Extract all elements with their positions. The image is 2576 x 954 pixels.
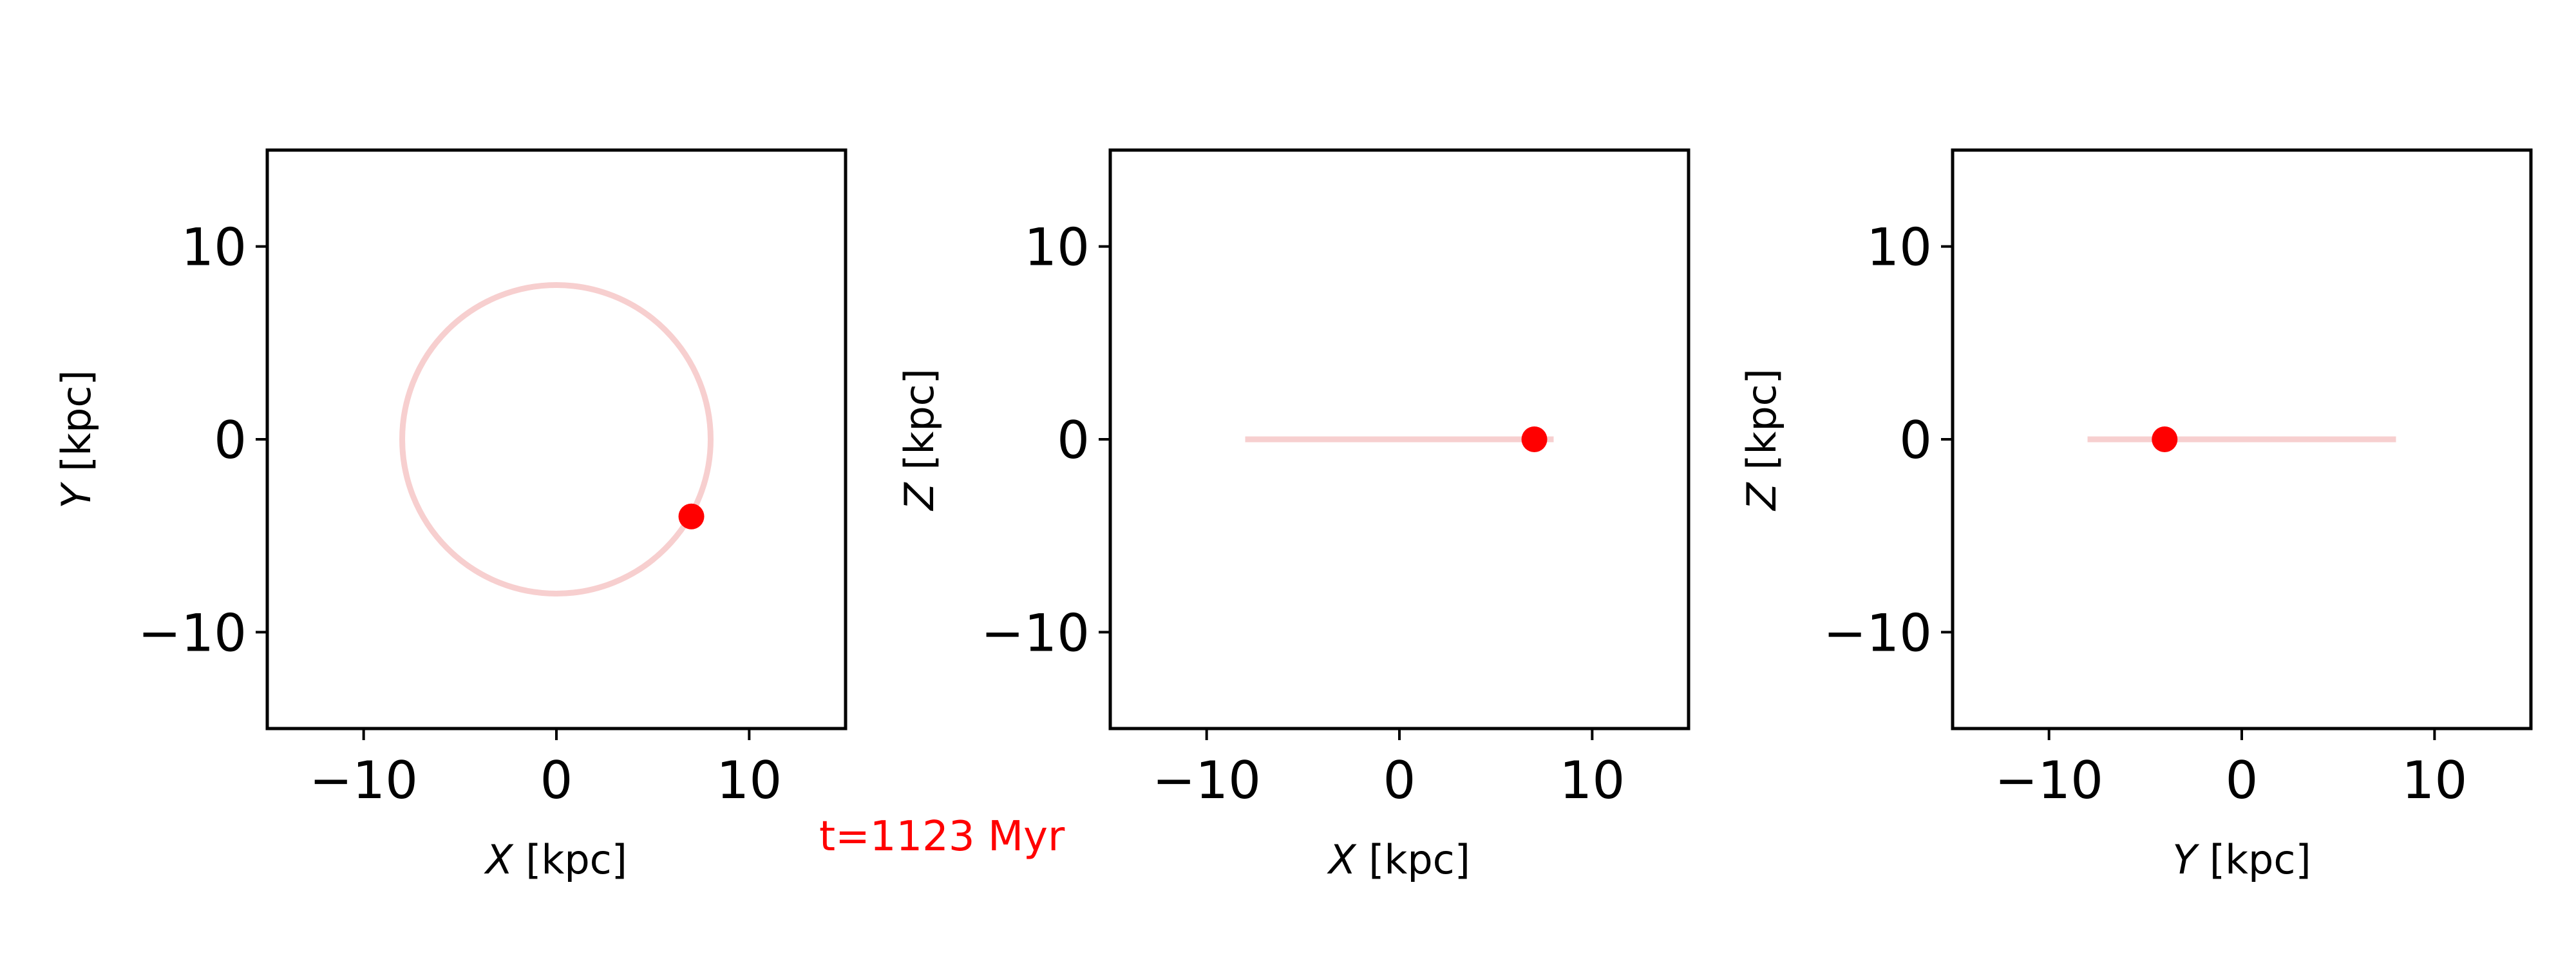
orbit-path [399, 282, 714, 596]
x-tick-label: 10 [1559, 750, 1625, 810]
y-tick-label: −10 [981, 603, 1090, 663]
y-tick-label: 10 [1024, 218, 1090, 278]
axes-frame [265, 148, 848, 730]
y-axis-label: Z [kpc] [1738, 368, 1785, 511]
x-tick-label: −10 [1994, 750, 2103, 810]
y-tick-label: 0 [1899, 410, 1932, 470]
y-tick-label: 0 [1057, 410, 1090, 470]
x-tick-label: −10 [309, 750, 418, 810]
x-tick-label: 10 [716, 750, 782, 810]
x-axis-label: X [kpc] [484, 836, 627, 883]
x-axis-label: X [kpc] [1327, 836, 1470, 883]
y-tick-label: −10 [138, 603, 247, 663]
x-tick-label: −10 [1152, 750, 1261, 810]
panel-3: −10 0 10 −10 0 10 Y [kpc] Z [kpc] [1738, 148, 2533, 883]
current-position-marker [2152, 426, 2178, 452]
y-axis-label: Y [kpc] [53, 370, 100, 508]
y-tick-label: −10 [1823, 603, 1932, 663]
time-annotation: t=1123 Myr [819, 813, 1065, 861]
y-tick-label: 10 [181, 218, 247, 278]
x-tick-label: 0 [1383, 750, 1416, 810]
y-tick-label: 10 [1866, 218, 1932, 278]
x-tick-label: 0 [2226, 750, 2259, 810]
x-tick-label: 10 [2401, 750, 2467, 810]
current-position-marker [1521, 426, 1548, 452]
panel-2: −10 0 10 −10 0 10 X [kpc] Z [kpc] [896, 148, 1690, 883]
y-tick-label: 0 [214, 410, 247, 470]
current-position-marker [678, 503, 705, 529]
panel-1: −10 0 10 −10 0 10 X [kpc] Y [kpc] [53, 148, 848, 883]
y-axis-label: Z [kpc] [896, 368, 943, 511]
x-axis-label: Y [kpc] [2172, 836, 2311, 883]
x-tick-label: 0 [540, 750, 573, 810]
